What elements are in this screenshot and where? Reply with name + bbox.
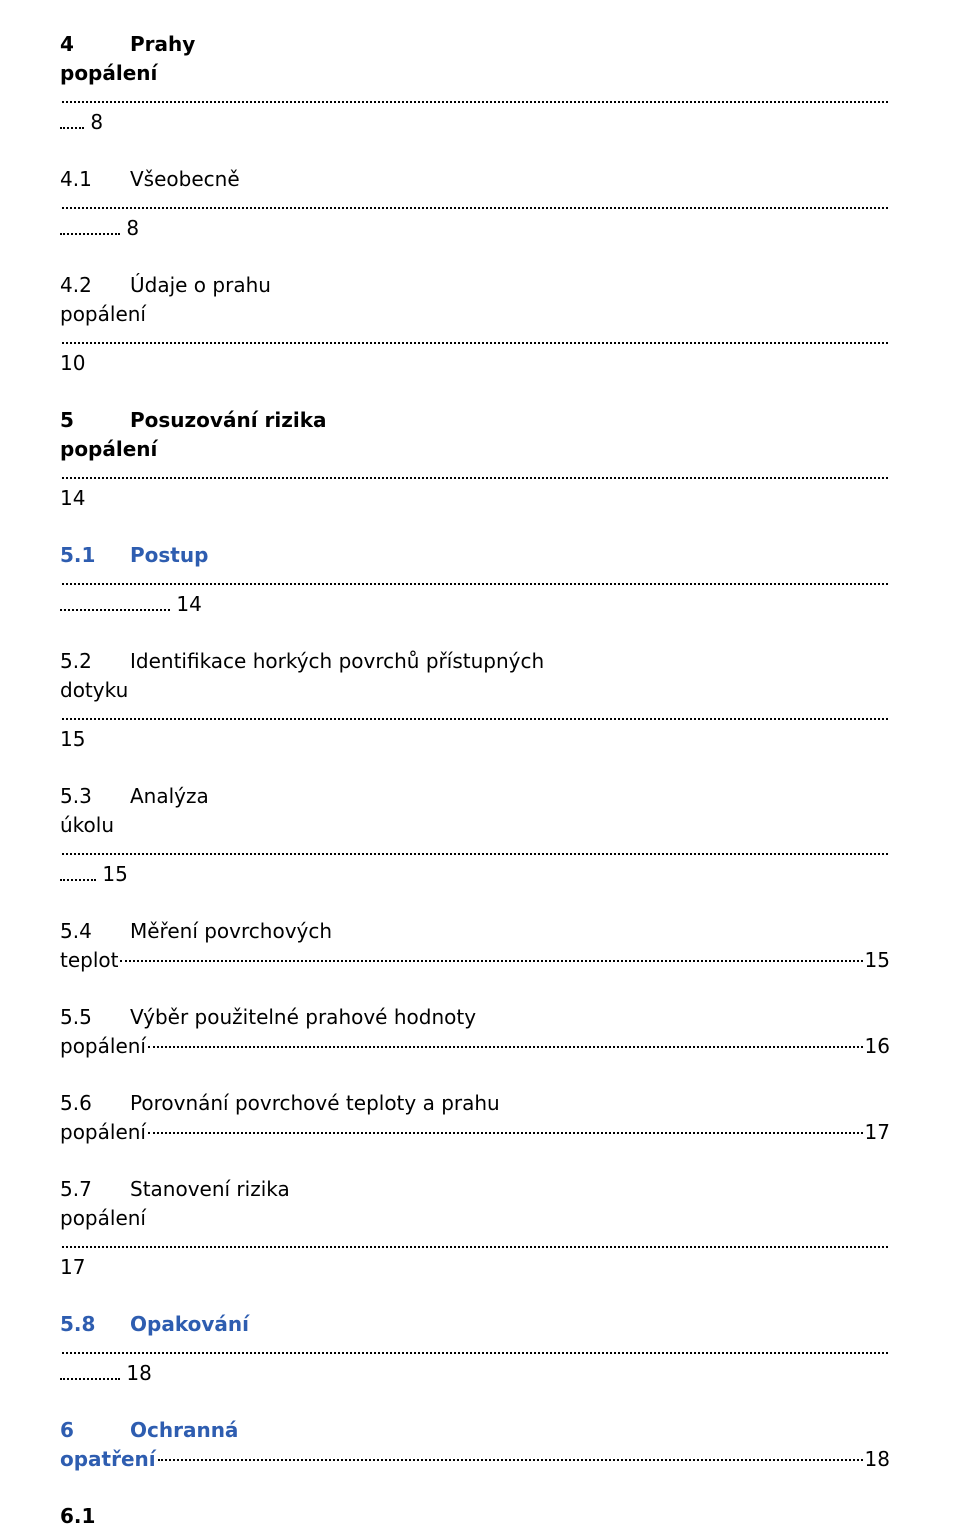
toc-entry: 5.1Postup 14 (60, 541, 890, 619)
toc-continuation: opatření (60, 1445, 156, 1474)
toc-page: 10 (60, 351, 85, 375)
toc-entry: 4.1Všeobecně 8 (60, 165, 890, 243)
toc-page: 8 (90, 110, 103, 134)
toc-dotted-rule (60, 194, 890, 214)
toc-heading: 5Posuzování rizika (60, 406, 890, 435)
toc-entry: 5Posuzování rizikapopálení14 (60, 406, 890, 513)
toc-dotted-rule (60, 464, 890, 484)
toc-leader-dots (62, 1228, 888, 1248)
toc-entry: 6Ochrannáopatření 18 (60, 1416, 890, 1474)
toc-title: Posuzování rizika (130, 406, 327, 435)
toc-leader-dots (62, 459, 888, 479)
toc-leader-dots-short (60, 879, 96, 881)
toc-title: Stanovení rizika (130, 1175, 290, 1204)
toc-leader-dots (62, 835, 888, 855)
toc-number: 5.7 (60, 1175, 130, 1204)
toc-page-line: 14 (60, 484, 890, 513)
toc-page: 14 (60, 486, 85, 510)
toc-page-line: 8 (60, 108, 890, 137)
toc-leader-dots (120, 942, 862, 962)
toc-entry: 5.6Porovnání povrchové teploty a prahupo… (60, 1089, 890, 1147)
toc-page: 14 (176, 592, 201, 616)
toc-dotted-rule (60, 329, 890, 349)
toc-continuation: popálení (60, 1118, 146, 1147)
toc-leader-dots (62, 189, 888, 209)
toc-page: 8 (126, 216, 139, 240)
toc-entry: 5.3Analýzaúkolu 15 (60, 782, 890, 889)
toc-entry: 5.4Měření povrchovýchteplot 15 (60, 917, 890, 975)
toc-heading: 4.2Údaje o prahu (60, 271, 890, 300)
toc-page-line: 17 (60, 1253, 890, 1282)
toc-dotted-rule (60, 570, 890, 590)
toc-leader-dots (62, 700, 888, 720)
toc-leader-dots-short (60, 127, 84, 129)
toc-trailing-number: 6.1 (60, 1502, 890, 1531)
toc-heading: 5.7Stanovení rizika (60, 1175, 890, 1204)
toc-number: 5 (60, 406, 130, 435)
toc-entry: 5.7Stanovení rizikapopálení17 (60, 1175, 890, 1282)
toc-page-line: 8 (60, 214, 890, 243)
toc-page: 17 (60, 1255, 85, 1279)
toc-continuation-line: popálení 17 (60, 1118, 890, 1147)
toc-title: Identifikace horkých povrchů přístupných (130, 647, 544, 676)
toc-number: 4 (60, 30, 130, 59)
toc-dotted-rule (60, 1339, 890, 1359)
toc-leader-dots (62, 324, 888, 344)
toc-dotted-rule (60, 705, 890, 725)
toc-continuation: teplot (60, 946, 118, 975)
toc-dotted-rule (60, 88, 890, 108)
toc-leader-dots (148, 1114, 863, 1134)
toc-entry: 4.2Údaje o prahupopálení10 (60, 271, 890, 378)
toc-number: 5.6 (60, 1089, 130, 1118)
toc-heading: 5.2Identifikace horkých povrchů přístupn… (60, 647, 890, 676)
toc-entry: 5.5Výběr použitelné prahové hodnotypopál… (60, 1003, 890, 1061)
toc-dotted-rule (60, 1233, 890, 1253)
toc-continuation-line: teplot 15 (60, 946, 890, 975)
toc-page-line: 15 (60, 725, 890, 754)
toc-continuation-line: opatření 18 (60, 1445, 890, 1474)
toc-page-line: 14 (60, 590, 890, 619)
toc-number: 5.3 (60, 782, 130, 811)
toc-entry: 5.8Opakování 18 (60, 1310, 890, 1388)
toc-title: Analýza (130, 782, 209, 811)
toc-number: 5.5 (60, 1003, 130, 1032)
toc-page: 15 (865, 946, 890, 975)
toc-page: 16 (865, 1032, 890, 1061)
toc-leader-dots-short (60, 609, 170, 611)
toc-page-line: 10 (60, 349, 890, 378)
toc-page-line: 18 (60, 1359, 890, 1388)
toc-heading: 5.3Analýza (60, 782, 890, 811)
toc-heading: 4Prahy (60, 30, 890, 59)
toc-page: 15 (60, 727, 85, 751)
toc-number: 5.2 (60, 647, 130, 676)
toc-title: Údaje o prahu (130, 271, 271, 300)
toc-leader-dots (158, 1441, 863, 1461)
toc-page: 18 (126, 1361, 151, 1385)
toc-continuation-line: popálení 16 (60, 1032, 890, 1061)
toc-leader-dots-short (60, 233, 120, 235)
toc-leader-dots (62, 1334, 888, 1354)
toc-leader-dots (62, 565, 888, 585)
toc-page-line: 15 (60, 860, 890, 889)
toc-continuation: popálení (60, 1032, 146, 1061)
toc-entry: 4Prahypopálení 8 (60, 30, 890, 137)
toc-entry: 5.2Identifikace horkých povrchů přístupn… (60, 647, 890, 754)
toc-page: 17 (865, 1118, 890, 1147)
toc-page: 18 (865, 1445, 890, 1474)
toc-leader-dots (148, 1028, 863, 1048)
toc-leader-dots (62, 83, 888, 103)
toc-dotted-rule (60, 840, 890, 860)
toc-page: 15 (102, 862, 127, 886)
toc-title: Prahy (130, 30, 195, 59)
toc-number: 6 (60, 1416, 130, 1445)
toc-number: 4.2 (60, 271, 130, 300)
toc-leader-dots-short (60, 1378, 120, 1380)
